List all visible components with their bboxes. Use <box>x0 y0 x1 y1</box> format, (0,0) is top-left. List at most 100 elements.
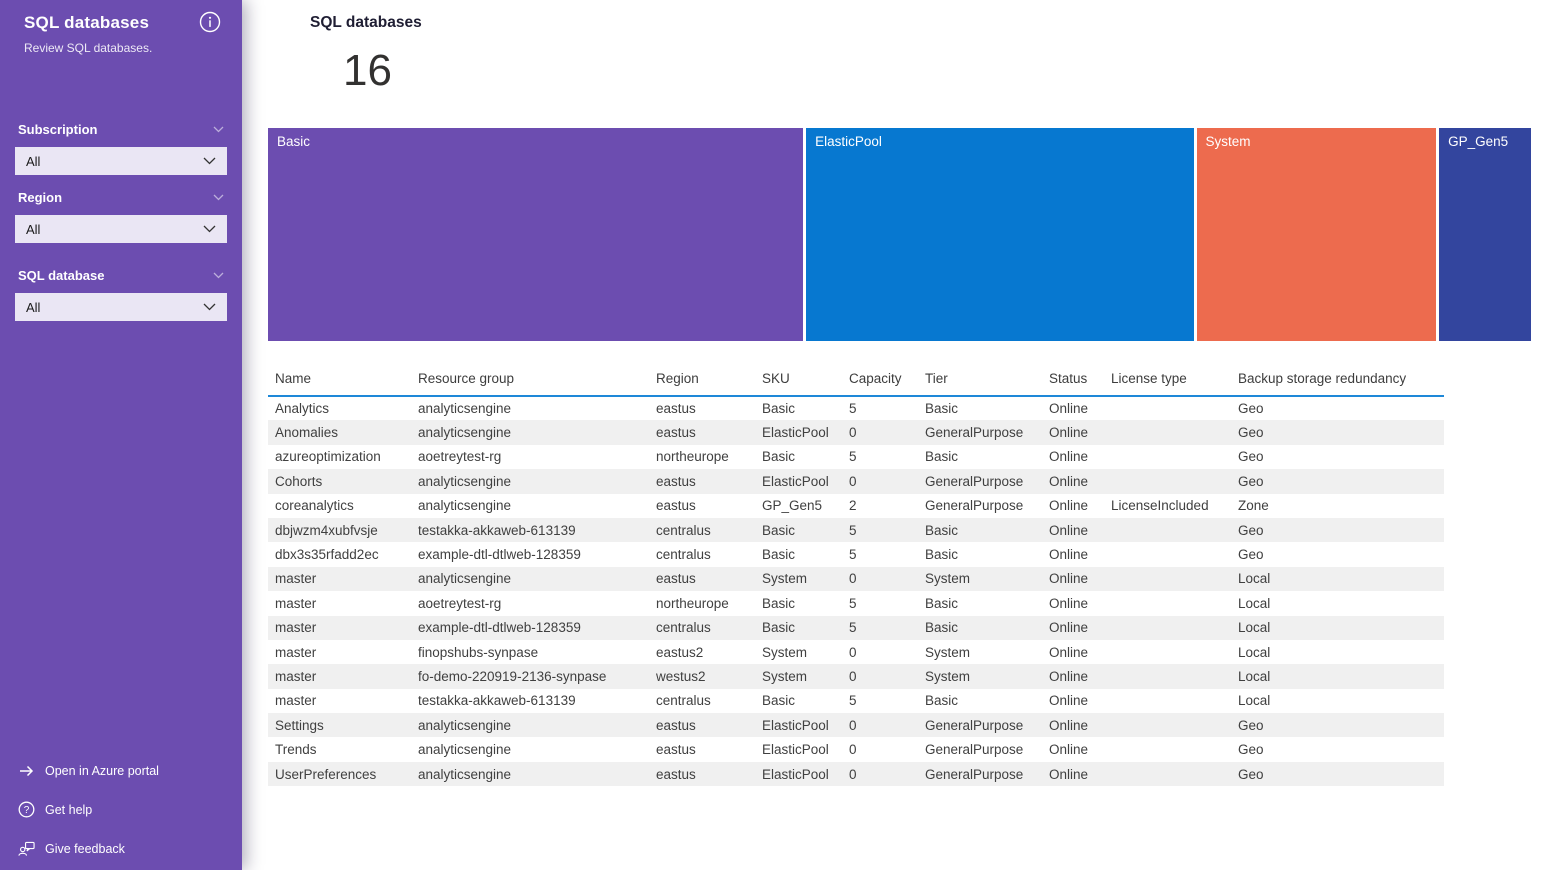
table-row[interactable]: coreanalytics analyticsengine eastus GP_Gen… <box>268 494 1444 518</box>
table-cell: Basic <box>925 595 959 611</box>
column-header-status[interactable]: Status <box>1042 362 1104 397</box>
table-cell <box>1104 616 1231 640</box>
table-cell <box>1104 542 1231 566</box>
table-row[interactable]: Settings analyticsengine eastus ElasticPool… <box>268 713 1444 738</box>
column-header-capacity[interactable]: Capacity <box>842 362 918 397</box>
table-cell: eastus <box>656 425 696 441</box>
parameter-dropdown-region[interactable]: All <box>15 215 227 243</box>
table-row[interactable]: master example-dtl-dtlweb-128359 centralus… <box>268 615 1444 640</box>
table-cell: 5 <box>849 401 857 417</box>
sidebar-link-open-in-azure-portal[interactable]: Open in Azure portal <box>0 751 242 790</box>
sidebar-header: SQL databases <box>0 0 242 33</box>
table-row[interactable]: Anomalies analyticsengine eastus ElasticPoo… <box>268 420 1444 445</box>
table-body: Analytics analyticsengine eastus Basic 5 Basi… <box>268 396 1444 787</box>
table-cell: eastus <box>656 742 696 758</box>
table-cell: finopshubs-synpase <box>418 644 539 660</box>
table-cell: Online <box>1049 547 1089 563</box>
column-header-tier[interactable]: Tier <box>918 362 1042 397</box>
table-cell <box>1104 640 1231 664</box>
table-cell: Geo <box>1238 401 1264 417</box>
table-cell: Online <box>1049 644 1089 660</box>
table-row[interactable]: master testakka-akkaweb-613139 centralus Ba… <box>268 689 1444 713</box>
table-cell: testakka-akkaweb-613139 <box>418 693 576 709</box>
table-cell: eastus <box>656 498 696 514</box>
parameter-filters: Subscription All Region All SQ <box>0 119 242 321</box>
parameter-label: Region <box>18 189 63 205</box>
treemap-segment-gp_gen5[interactable]: GP_Gen5 <box>1439 128 1531 341</box>
table-cell: Online <box>1049 401 1089 417</box>
table-cell: 5 <box>849 522 857 538</box>
table-cell: Online <box>1049 498 1089 514</box>
table-header-row: Name Resource group Region SKU Capacity Tier S… <box>268 362 1444 397</box>
table-row[interactable]: dbjwzm4xubfvsje testakka-akkaweb-613139 ce… <box>268 517 1444 543</box>
parameter-group-region: Region All <box>0 187 242 243</box>
parameter-label: SQL database <box>18 267 105 283</box>
parameter-label: Subscription <box>18 121 98 137</box>
table-cell: GeneralPurpose <box>925 717 1024 733</box>
databases-grid: Name Resource group Region SKU Capacity Tier S… <box>268 362 1444 787</box>
treemap-segment-system[interactable]: System <box>1196 128 1437 341</box>
treemap-segment-basic[interactable]: Basic <box>268 128 804 341</box>
chevron-down-icon <box>203 152 216 170</box>
chevron-down-icon[interactable] <box>213 272 224 279</box>
table-cell <box>1104 567 1231 591</box>
column-header-resource-group[interactable]: Resource group <box>411 362 649 397</box>
table-cell: eastus <box>656 571 696 587</box>
link-label: Get help <box>45 802 93 817</box>
column-header-sku[interactable]: SKU <box>755 362 842 397</box>
column-header-backup-storage-redundancy[interactable]: Backup storage redundancy <box>1231 362 1444 397</box>
table-row[interactable]: azureoptimization aoetreytest-rg northeuro… <box>268 445 1444 469</box>
column-header-name[interactable]: Name <box>268 362 411 397</box>
table-row[interactable]: master finopshubs-synpase eastus2 System 0 Sy… <box>268 640 1444 664</box>
parameter-value: All <box>26 299 41 315</box>
sidebar-link-get-help[interactable]: ? Get help <box>0 790 242 829</box>
table-cell: eastus <box>656 401 696 417</box>
table-cell: centralus <box>656 620 711 636</box>
column-header-license-type[interactable]: License type <box>1104 362 1231 397</box>
table-cell: Analytics <box>275 401 330 417</box>
parameter-dropdown-sql-database[interactable]: All <box>15 293 227 321</box>
table-row[interactable]: dbx3s35rfadd2ec example-dtl-dtlweb-128359… <box>268 542 1444 566</box>
table-cell: Settings <box>275 717 324 733</box>
table-cell: analyticsengine <box>418 742 512 758</box>
sidebar-link-give-feedback[interactable]: Give feedback <box>0 829 242 868</box>
table-cell: 0 <box>849 473 857 489</box>
table-row[interactable]: Analytics analyticsengine eastus Basic 5 Basi… <box>268 396 1444 420</box>
table-cell: Local <box>1238 668 1271 684</box>
main-content: SQL databases 16 Basic ElasticPool System G… <box>242 0 1554 870</box>
table-cell: eastus <box>656 473 696 489</box>
table-cell: System <box>925 571 971 587</box>
table-cell: dbx3s35rfadd2ec <box>275 547 379 563</box>
table-cell: Online <box>1049 693 1089 709</box>
table-cell: Online <box>1049 473 1089 489</box>
table-cell: System <box>925 644 971 660</box>
table-cell: eastus2 <box>656 644 704 660</box>
table-row[interactable]: UserPreferences analyticsengine eastus Elas… <box>268 761 1444 787</box>
info-icon[interactable] <box>198 10 222 34</box>
table-row[interactable]: master aoetreytest-rg northeurope Basic 5 Bas… <box>268 591 1444 615</box>
table-row[interactable]: master analyticsengine eastus System 0 System… <box>268 566 1444 592</box>
link-label: Give feedback <box>45 841 125 856</box>
table-cell <box>1104 420 1231 444</box>
table-row[interactable]: master fo-demo-220919-2136-synpase westus2… <box>268 664 1444 689</box>
table-row[interactable]: Trends analyticsengine eastus ElasticPool 0 G… <box>268 737 1444 761</box>
table-cell: Basic <box>925 693 959 709</box>
parameter-dropdown-subscription[interactable]: All <box>15 147 227 175</box>
table-cell: Basic <box>762 547 796 563</box>
parameter-group-sql-database: SQL database All <box>0 265 242 321</box>
column-header-region[interactable]: Region <box>649 362 755 397</box>
table-cell: example-dtl-dtlweb-128359 <box>418 547 581 563</box>
table-cell: Anomalies <box>275 425 339 441</box>
table-cell: GP_Gen5 <box>762 498 823 514</box>
table-cell: dbjwzm4xubfvsje <box>275 522 378 538</box>
chevron-down-icon[interactable] <box>213 194 224 201</box>
chevron-down-icon[interactable] <box>213 126 224 133</box>
table-cell: 0 <box>849 742 857 758</box>
table-cell: Basic <box>762 522 796 538</box>
treemap-segment-elasticpool[interactable]: ElasticPool <box>806 128 1194 341</box>
table-row[interactable]: Cohorts analyticsengine eastus ElasticPool 0… <box>268 469 1444 494</box>
table-cell: GeneralPurpose <box>925 742 1024 758</box>
table-cell: Zone <box>1238 498 1269 514</box>
table-cell: aoetreytest-rg <box>418 449 502 465</box>
table-cell <box>1104 762 1231 786</box>
